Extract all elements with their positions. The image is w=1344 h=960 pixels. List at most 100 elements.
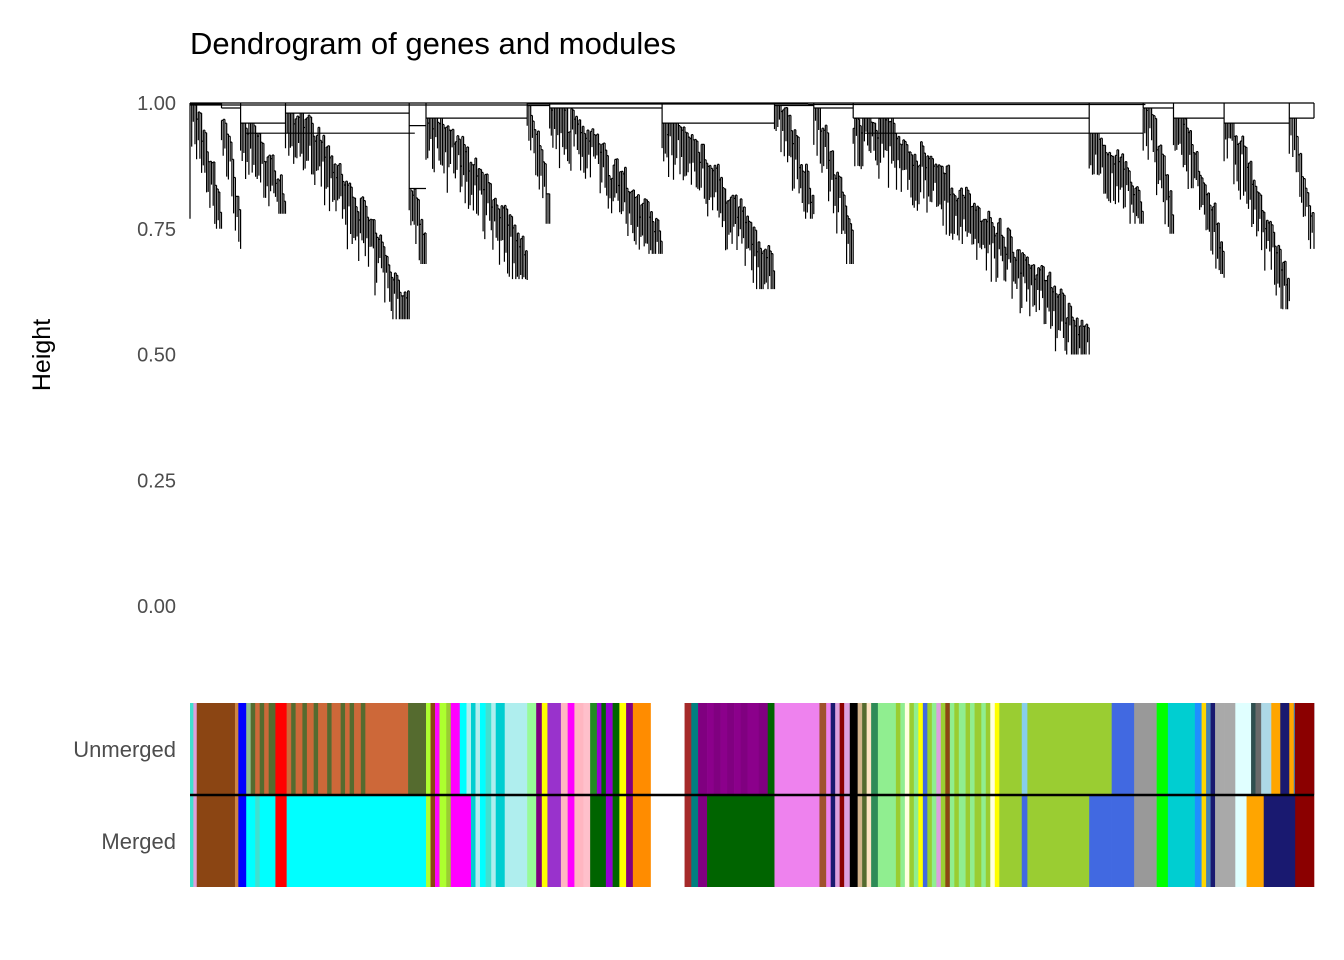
color-segment: [259, 703, 265, 795]
color-segment: [691, 795, 699, 887]
color-segment: [990, 795, 996, 887]
color-segment: [940, 795, 946, 887]
color-segment: [430, 703, 436, 795]
color-segment: [238, 795, 247, 887]
color-segment: [826, 703, 831, 795]
color-segment: [844, 703, 851, 795]
color-segment: [895, 795, 901, 887]
color-segment: [626, 703, 634, 795]
color-segment: [871, 795, 879, 887]
color-segment: [426, 703, 431, 795]
color-segment: [1156, 703, 1169, 795]
color-segment: [527, 703, 537, 795]
color-segment: [970, 795, 975, 887]
color-segment: [193, 795, 198, 887]
color-segment: [475, 795, 481, 887]
color-segment: [1271, 703, 1281, 795]
color-segment: [196, 795, 236, 887]
color-segment: [590, 795, 607, 887]
color-segment: [626, 795, 634, 887]
color-segment: [691, 703, 699, 795]
color-segment: [913, 703, 919, 795]
y-tick-label: 0.75: [137, 219, 176, 241]
color-segment: [1261, 703, 1272, 795]
color-segment: [632, 795, 652, 887]
color-segment: [583, 703, 591, 795]
color-segment: [612, 703, 620, 795]
color-segment: [954, 795, 960, 887]
color-segment: [491, 795, 497, 887]
color-segment: [949, 703, 955, 795]
color-segment: [340, 703, 346, 795]
color-segment: [264, 703, 269, 795]
color-segment: [927, 703, 933, 795]
color-segment: [295, 703, 303, 795]
color-segment: [619, 703, 627, 795]
color-segment: [1206, 703, 1211, 795]
module-color-bars: Unmerged Merged: [73, 703, 1315, 887]
color-segment: [574, 703, 584, 795]
color-segment: [862, 795, 867, 887]
color-segment: [1134, 795, 1157, 887]
color-segment: [1194, 703, 1202, 795]
color-segment: [994, 795, 1000, 887]
color-segment: [459, 703, 467, 795]
color-segment: [758, 703, 769, 795]
color-segment: [1215, 795, 1236, 887]
color-segment: [331, 703, 341, 795]
color-segment: [193, 703, 198, 795]
color-segment: [471, 795, 476, 887]
color-segment: [605, 795, 613, 887]
color-segment: [918, 703, 924, 795]
color-segment: [1246, 795, 1264, 887]
dendrogram-tree: [189, 102, 1315, 355]
color-segment: [471, 703, 476, 795]
color-segment: [560, 703, 568, 795]
color-segment: [835, 795, 840, 887]
color-segment: [707, 795, 775, 887]
color-segment: [275, 795, 287, 887]
color-segment: [862, 703, 867, 795]
color-segment: [1294, 703, 1315, 795]
color-segment: [495, 703, 506, 795]
color-segment: [1210, 703, 1216, 795]
color-segment: [327, 703, 332, 795]
color-segment: [936, 795, 942, 887]
color-segment: [698, 703, 708, 795]
color-segment: [291, 703, 296, 795]
color-segment: [234, 795, 239, 887]
color-segment: [408, 703, 427, 795]
color-segment: [605, 703, 613, 795]
color-segment: [567, 795, 575, 887]
color-segment: [345, 703, 350, 795]
color-segment: [1134, 703, 1157, 795]
color-segment: [895, 703, 901, 795]
color-segment: [958, 795, 966, 887]
color-segment: [931, 795, 937, 887]
color-segment: [485, 703, 492, 795]
color-segment: [1111, 795, 1135, 887]
color-segment: [1280, 703, 1290, 795]
color-bar-merged: [190, 795, 1315, 887]
color-segment: [927, 795, 933, 887]
color-segment: [590, 703, 598, 795]
color-segment: [527, 795, 537, 887]
color-segment: [475, 703, 481, 795]
color-segment: [904, 795, 910, 887]
color-segment: [767, 703, 775, 795]
color-segment: [268, 703, 276, 795]
color-segment: [857, 703, 863, 795]
color-segment: [234, 703, 239, 795]
color-segment: [698, 795, 708, 887]
color-segment: [612, 795, 620, 887]
color-segment: [1027, 795, 1090, 887]
color-segment: [619, 795, 627, 887]
color-segment: [547, 703, 562, 795]
color-segment: [632, 703, 652, 795]
color-segment: [857, 795, 863, 887]
color-segment: [313, 703, 319, 795]
color-segment: [1201, 795, 1207, 887]
color-segment: [774, 703, 802, 795]
color-segment: [495, 795, 506, 887]
color-segment: [439, 795, 447, 887]
